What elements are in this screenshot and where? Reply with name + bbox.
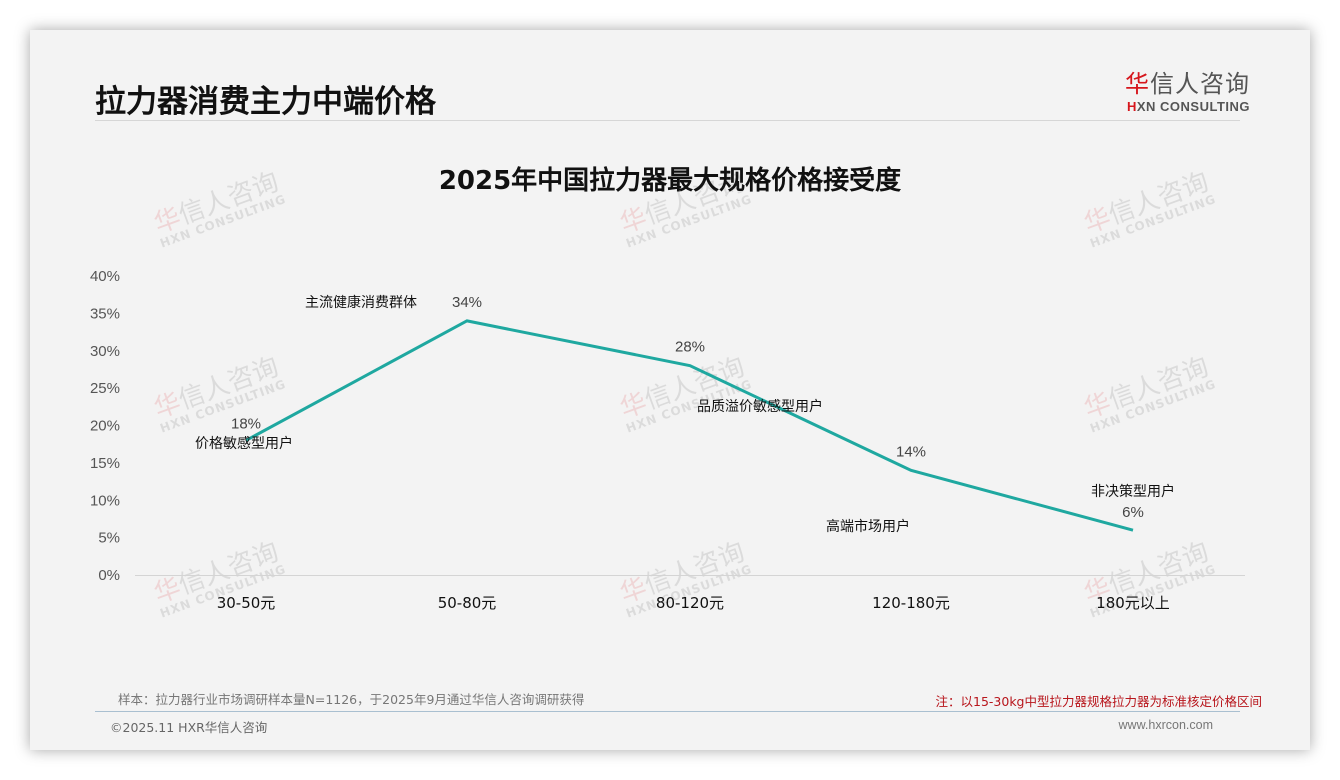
- y-axis: 0% 5% 10% 15% 20% 25% 30% 35% 40%: [90, 268, 120, 584]
- y-tick-label: 15%: [90, 455, 120, 472]
- y-tick-label: 35%: [90, 305, 120, 322]
- y-tick-label: 25%: [90, 380, 120, 397]
- x-tick-label: 80-120元: [656, 594, 724, 612]
- website-link[interactable]: www.hxrcon.com: [1118, 718, 1213, 732]
- data-label: 28%: [675, 339, 705, 356]
- data-labels: 18% 34% 28% 14% 6%: [231, 294, 1144, 521]
- x-tick-label: 180元以上: [1096, 594, 1170, 612]
- data-label: 6%: [1122, 504, 1144, 521]
- data-label: 14%: [896, 443, 926, 460]
- segment-annotation: 非决策型用户: [1091, 483, 1175, 500]
- slide-card: 拉力器消费主力中端价格 华信人咨询 HXN CONSULTING 2025年中国…: [30, 30, 1310, 750]
- series-line: [245, 319, 1134, 532]
- logo-en: HXN CONSULTING: [1126, 99, 1250, 114]
- x-tick-label: 50-80元: [438, 594, 497, 612]
- y-tick-label: 30%: [90, 343, 120, 360]
- page-title: 拉力器消费主力中端价格: [95, 84, 436, 120]
- price-range-note: 注：以15-30kg中型拉力器规格拉力器为标准核定价格区间: [935, 694, 1263, 709]
- footer-divider: [95, 711, 1240, 712]
- chart-title: 2025年中国拉力器最大规格价格接受度: [438, 166, 902, 196]
- copyright: ©2025.11 HXR华信人咨询: [110, 720, 268, 735]
- segment-annotation: 品质溢价敏感型用户: [697, 398, 823, 415]
- data-label: 34%: [452, 294, 482, 311]
- segment-annotation: 高端市场用户: [826, 518, 910, 535]
- title-divider: [95, 120, 1240, 121]
- x-tick-label: 120-180元: [872, 594, 950, 612]
- logo-cn: 华信人咨询: [1125, 70, 1250, 98]
- line-chart: 0% 5% 10% 15% 20% 25% 30% 35% 40% 30-50元 50-80元 80…: [90, 268, 1245, 612]
- y-tick-label: 10%: [90, 492, 120, 509]
- sample-note: 样本：拉力器行业市场调研样本量N=1126，于2025年9月通过华信人咨询调研获…: [118, 692, 585, 707]
- y-tick-label: 5%: [98, 530, 120, 547]
- x-axis: 30-50元 50-80元 80-120元 120-180元 180元以上: [217, 594, 1170, 612]
- y-tick-label: 20%: [90, 418, 120, 435]
- y-tick-label: 0%: [98, 567, 120, 584]
- data-label: 18%: [231, 415, 261, 432]
- x-tick-label: 30-50元: [217, 594, 276, 612]
- y-tick-label: 40%: [90, 268, 120, 285]
- segment-annotation: 主流健康消费群体: [305, 294, 417, 311]
- segment-annotation: 价格敏感型用户: [195, 435, 293, 452]
- brand-logo: 华信人咨询 HXN CONSULTING: [1110, 64, 1250, 114]
